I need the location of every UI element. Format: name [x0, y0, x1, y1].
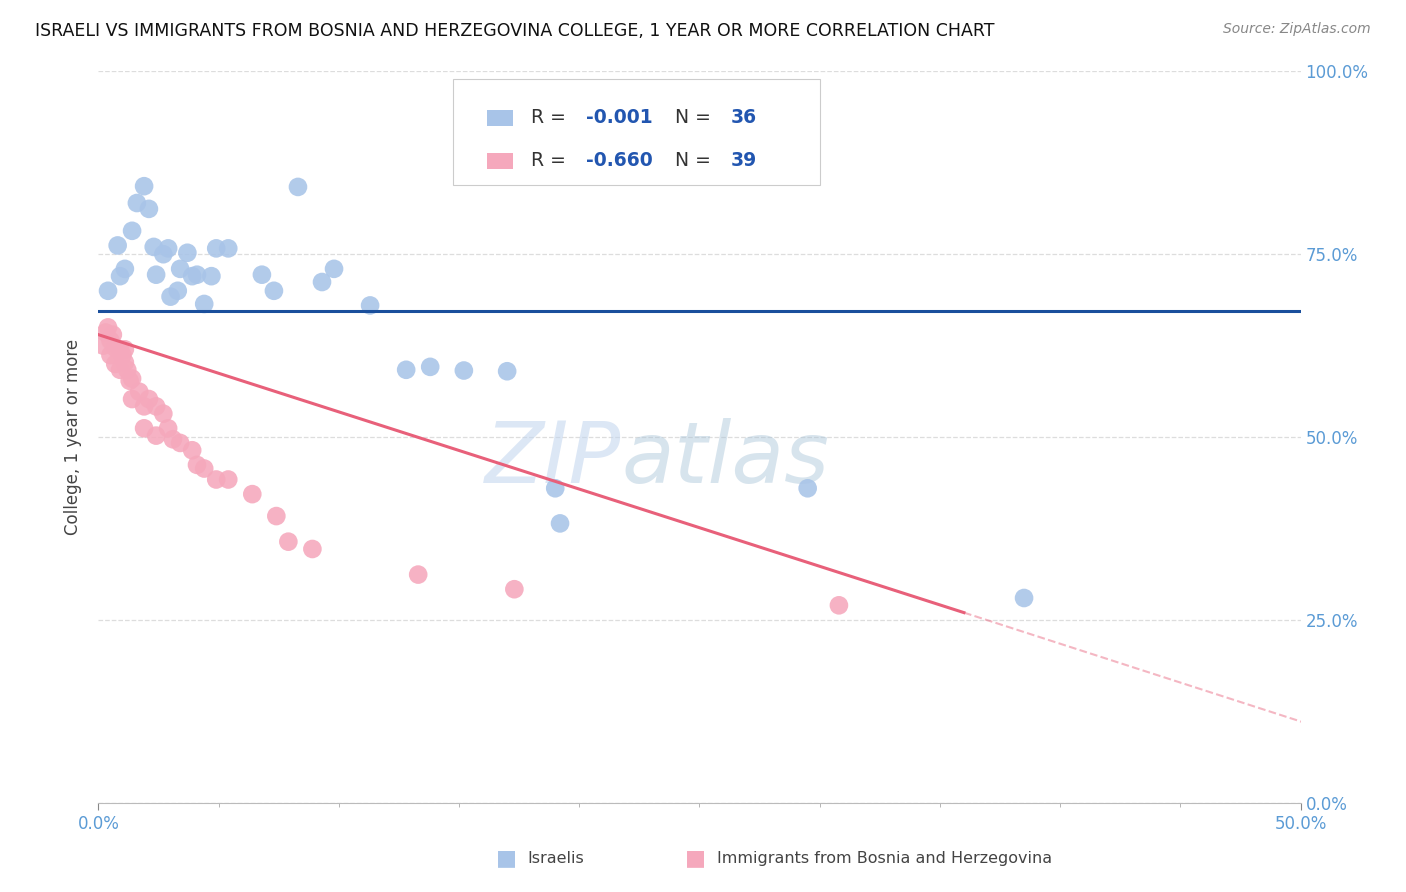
Point: [100, 348, 122, 362]
Point: [145, 268, 167, 282]
Point: [169, 261, 191, 276]
Point: [117, 363, 139, 377]
Point: [157, 421, 180, 435]
Point: [114, 355, 136, 369]
Point: [240, 487, 263, 501]
Text: 36: 36: [731, 109, 756, 128]
Point: [152, 407, 174, 421]
Point: [132, 421, 155, 435]
Point: [108, 269, 131, 284]
Point: [250, 268, 273, 282]
Point: [104, 341, 127, 355]
Point: [395, 363, 418, 377]
Text: -0.001: -0.001: [586, 109, 654, 128]
FancyBboxPatch shape: [486, 110, 513, 126]
Point: [186, 458, 208, 472]
Point: [181, 443, 204, 458]
Point: [166, 284, 188, 298]
Text: 39: 39: [731, 152, 756, 170]
Text: -0.660: -0.660: [586, 152, 654, 170]
Point: [287, 180, 309, 194]
Text: N =: N =: [675, 152, 717, 170]
Point: [118, 374, 141, 388]
Text: N =: N =: [675, 109, 717, 128]
Text: ■: ■: [686, 848, 706, 868]
Point: [205, 473, 228, 487]
Point: [97, 320, 120, 334]
Point: [176, 245, 198, 260]
Point: [104, 357, 127, 371]
Point: [277, 534, 299, 549]
Point: [101, 327, 124, 342]
Point: [97, 284, 120, 298]
Point: [107, 238, 129, 252]
Point: [828, 599, 851, 613]
Text: ISRAELI VS IMMIGRANTS FROM BOSNIA AND HERZEGOVINA COLLEGE, 1 YEAR OR MORE CORREL: ISRAELI VS IMMIGRANTS FROM BOSNIA AND HE…: [35, 22, 994, 40]
FancyBboxPatch shape: [486, 153, 513, 169]
Point: [145, 428, 167, 442]
Point: [263, 284, 285, 298]
Point: [548, 516, 571, 531]
Point: [121, 392, 143, 406]
Point: [193, 297, 215, 311]
Text: ■: ■: [496, 848, 516, 868]
Point: [323, 261, 346, 276]
Point: [311, 275, 333, 289]
Point: [453, 363, 475, 377]
Point: [108, 343, 131, 357]
Point: [181, 269, 204, 284]
Point: [217, 473, 239, 487]
Point: [544, 481, 567, 495]
Point: [138, 202, 160, 216]
Point: [91, 338, 114, 352]
Point: [108, 363, 131, 377]
FancyBboxPatch shape: [453, 78, 820, 185]
Y-axis label: College, 1 year or more: College, 1 year or more: [65, 339, 83, 535]
Text: ZIP: ZIP: [485, 417, 621, 500]
Point: [406, 567, 429, 582]
Point: [217, 241, 239, 255]
Point: [796, 481, 818, 495]
Point: [152, 247, 174, 261]
Text: Israelis: Israelis: [527, 851, 583, 865]
Point: [121, 224, 143, 238]
Point: [157, 241, 180, 255]
Point: [145, 400, 167, 414]
Point: [193, 461, 215, 475]
Text: R =: R =: [531, 152, 572, 170]
Point: [205, 241, 228, 255]
Point: [132, 179, 155, 194]
Point: [111, 348, 134, 362]
Point: [128, 384, 150, 399]
Text: R =: R =: [531, 109, 572, 128]
Point: [419, 359, 441, 374]
Point: [94, 326, 117, 340]
Text: atlas: atlas: [621, 417, 830, 500]
Point: [200, 269, 222, 284]
Point: [142, 240, 165, 254]
Point: [162, 432, 184, 446]
Point: [132, 400, 155, 414]
Point: [503, 582, 526, 597]
Point: [301, 541, 323, 556]
Point: [125, 196, 148, 211]
Point: [359, 298, 381, 312]
Point: [1012, 591, 1035, 605]
Point: [138, 392, 160, 406]
Point: [496, 364, 519, 378]
Text: Immigrants from Bosnia and Herzegovina: Immigrants from Bosnia and Herzegovina: [717, 851, 1052, 865]
Point: [114, 261, 136, 276]
Text: Source: ZipAtlas.com: Source: ZipAtlas.com: [1223, 22, 1371, 37]
Point: [121, 371, 143, 385]
Point: [169, 436, 191, 450]
Point: [114, 343, 136, 357]
Point: [266, 509, 288, 524]
Point: [100, 334, 122, 348]
Point: [186, 268, 208, 282]
Point: [159, 290, 181, 304]
